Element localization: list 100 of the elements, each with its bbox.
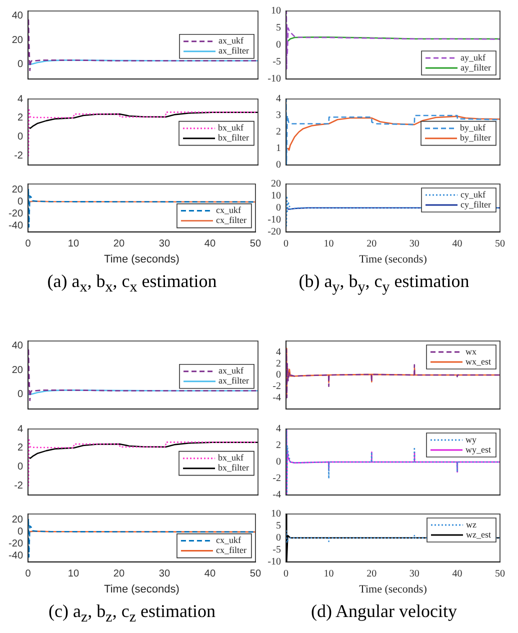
x-tick-label: 40	[204, 238, 216, 250]
y-tick-label: -10	[268, 556, 281, 568]
y-tick-label: 0	[17, 389, 24, 400]
x-axis-title: Time (seconds)	[104, 253, 180, 266]
y-tick-label: 4	[17, 424, 24, 435]
legend-label: wz_est	[466, 529, 492, 540]
x-tick-label: 10	[68, 568, 80, 580]
x-tick-label: 30	[158, 238, 170, 250]
y-tick-label: 10	[271, 190, 281, 202]
legend-label: wz	[466, 519, 477, 530]
x-tick-label: 40	[204, 568, 216, 580]
y-tick-label: 5	[276, 520, 281, 532]
y-tick-label: -20	[8, 208, 24, 220]
y-tick-label: 3	[276, 110, 281, 122]
legend-label: cx_ukf	[216, 535, 241, 546]
y-tick-label: -4	[272, 490, 281, 501]
line-series	[286, 99, 500, 165]
y-tick-label: -20	[268, 226, 281, 238]
legend-label: cx_ukf	[216, 205, 241, 216]
y-tick-label: 0	[276, 160, 281, 171]
y-tick-label: -2	[14, 480, 24, 492]
legend-label: cx_filter	[216, 215, 246, 226]
legend-label: ax_ukf	[218, 36, 244, 46]
x-tick-label: 20	[113, 568, 125, 580]
y-tick-label: -4	[272, 392, 281, 404]
legend-label: bx_ukf	[218, 452, 244, 463]
x-tick-label: 0	[284, 568, 288, 580]
x-tick-label: 50	[250, 568, 262, 580]
y-tick-label: 2	[276, 126, 281, 138]
legend-label: ax_filter	[218, 46, 250, 56]
y-tick-label: 2	[276, 440, 281, 452]
x-tick-label: 0	[284, 238, 288, 250]
y-tick-label: 0	[17, 461, 24, 472]
x-axis-title: Time (seconds)	[359, 583, 428, 596]
y-tick-label: 40	[12, 340, 24, 352]
legend-label: ay_filter	[460, 62, 492, 72]
x-tick-label: 20	[366, 568, 377, 580]
y-tick-label: -10	[268, 74, 281, 85]
line-series	[28, 18, 258, 72]
y-tick-label: 0	[276, 40, 281, 51]
x-tick-label: 20	[366, 238, 377, 250]
y-tick-label: -40	[8, 220, 24, 232]
y-tick-label: -5	[272, 56, 281, 68]
y-tick-label: 0	[276, 202, 281, 214]
x-tick-label: 50	[495, 238, 505, 250]
y-tick-label: 40	[12, 10, 24, 22]
legend-label: wx_est	[466, 356, 492, 366]
legend-label: bx_filter	[218, 462, 250, 473]
legend-label: cy_filter	[460, 199, 492, 210]
legend-label: wy_est	[466, 444, 492, 454]
y-tick-label: 0	[276, 532, 281, 544]
legend-label: ax_ukf	[218, 366, 244, 376]
x-tick-label: 40	[452, 568, 462, 580]
y-tick-label: 20	[271, 178, 281, 190]
y-tick-label: 10	[271, 6, 281, 17]
x-tick-label: 40	[452, 238, 462, 250]
y-tick-label: 20	[12, 514, 24, 526]
text: (c) a$_{z}$, b$_{z}$, c$_{z}$ estimation	[48, 601, 216, 626]
text: (b) a$_{y}$, b$_{y}$, c$_{y}$ estimation	[298, 271, 470, 296]
x-axis-title: Time (seconds)	[359, 253, 428, 266]
x-tick-label: 50	[495, 568, 505, 580]
legend-label: wy	[466, 434, 477, 444]
line-series	[28, 188, 256, 228]
legend-label: ay_ukf	[460, 52, 486, 62]
legend-label: cy_ukf	[460, 189, 486, 200]
text: (d) Angular velocity	[310, 601, 458, 622]
y-tick-label: -40	[8, 550, 24, 562]
y-tick-label: 0	[17, 131, 24, 142]
y-tick-label: 0	[17, 196, 24, 208]
y-tick-label: 0	[17, 526, 24, 538]
y-tick-label: 20	[12, 34, 24, 46]
x-tick-label: 20	[113, 238, 125, 250]
legend-label: by_filter	[460, 132, 492, 143]
legend-label: cx_filter	[216, 545, 246, 556]
x-tick-label: 30	[158, 568, 170, 580]
y-tick-label: 2	[17, 442, 24, 454]
y-tick-label: -20	[8, 538, 24, 550]
y-tick-label: -10	[268, 214, 281, 226]
y-tick-label: 4	[276, 94, 281, 105]
x-tick-label: 0	[25, 568, 32, 580]
line-series	[286, 429, 500, 495]
x-axis-title: Time (seconds)	[104, 583, 180, 596]
x-tick-label: 0	[25, 238, 32, 250]
y-tick-label: 20	[12, 184, 24, 196]
y-tick-label: 5	[276, 22, 281, 34]
y-tick-label: -2	[14, 150, 24, 162]
y-tick-label: 4	[17, 94, 24, 105]
y-tick-label: 1	[276, 143, 281, 154]
y-tick-label: 2	[17, 112, 24, 124]
x-tick-label: 10	[68, 238, 80, 250]
y-tick-label: -5	[272, 544, 281, 556]
text: (a) a$_{x}$, b$_{x}$, c$_{x}$ estimation	[46, 271, 218, 296]
y-tick-label: 0	[17, 59, 24, 70]
y-tick-label: 20	[12, 364, 24, 376]
x-tick-label: 10	[324, 238, 334, 250]
y-tick-label: 0	[276, 456, 281, 468]
y-tick-label: 4	[276, 424, 281, 435]
legend-label: bx_ukf	[218, 122, 244, 133]
legend-label: ax_filter	[218, 376, 250, 386]
y-tick-label: 2	[276, 358, 281, 370]
